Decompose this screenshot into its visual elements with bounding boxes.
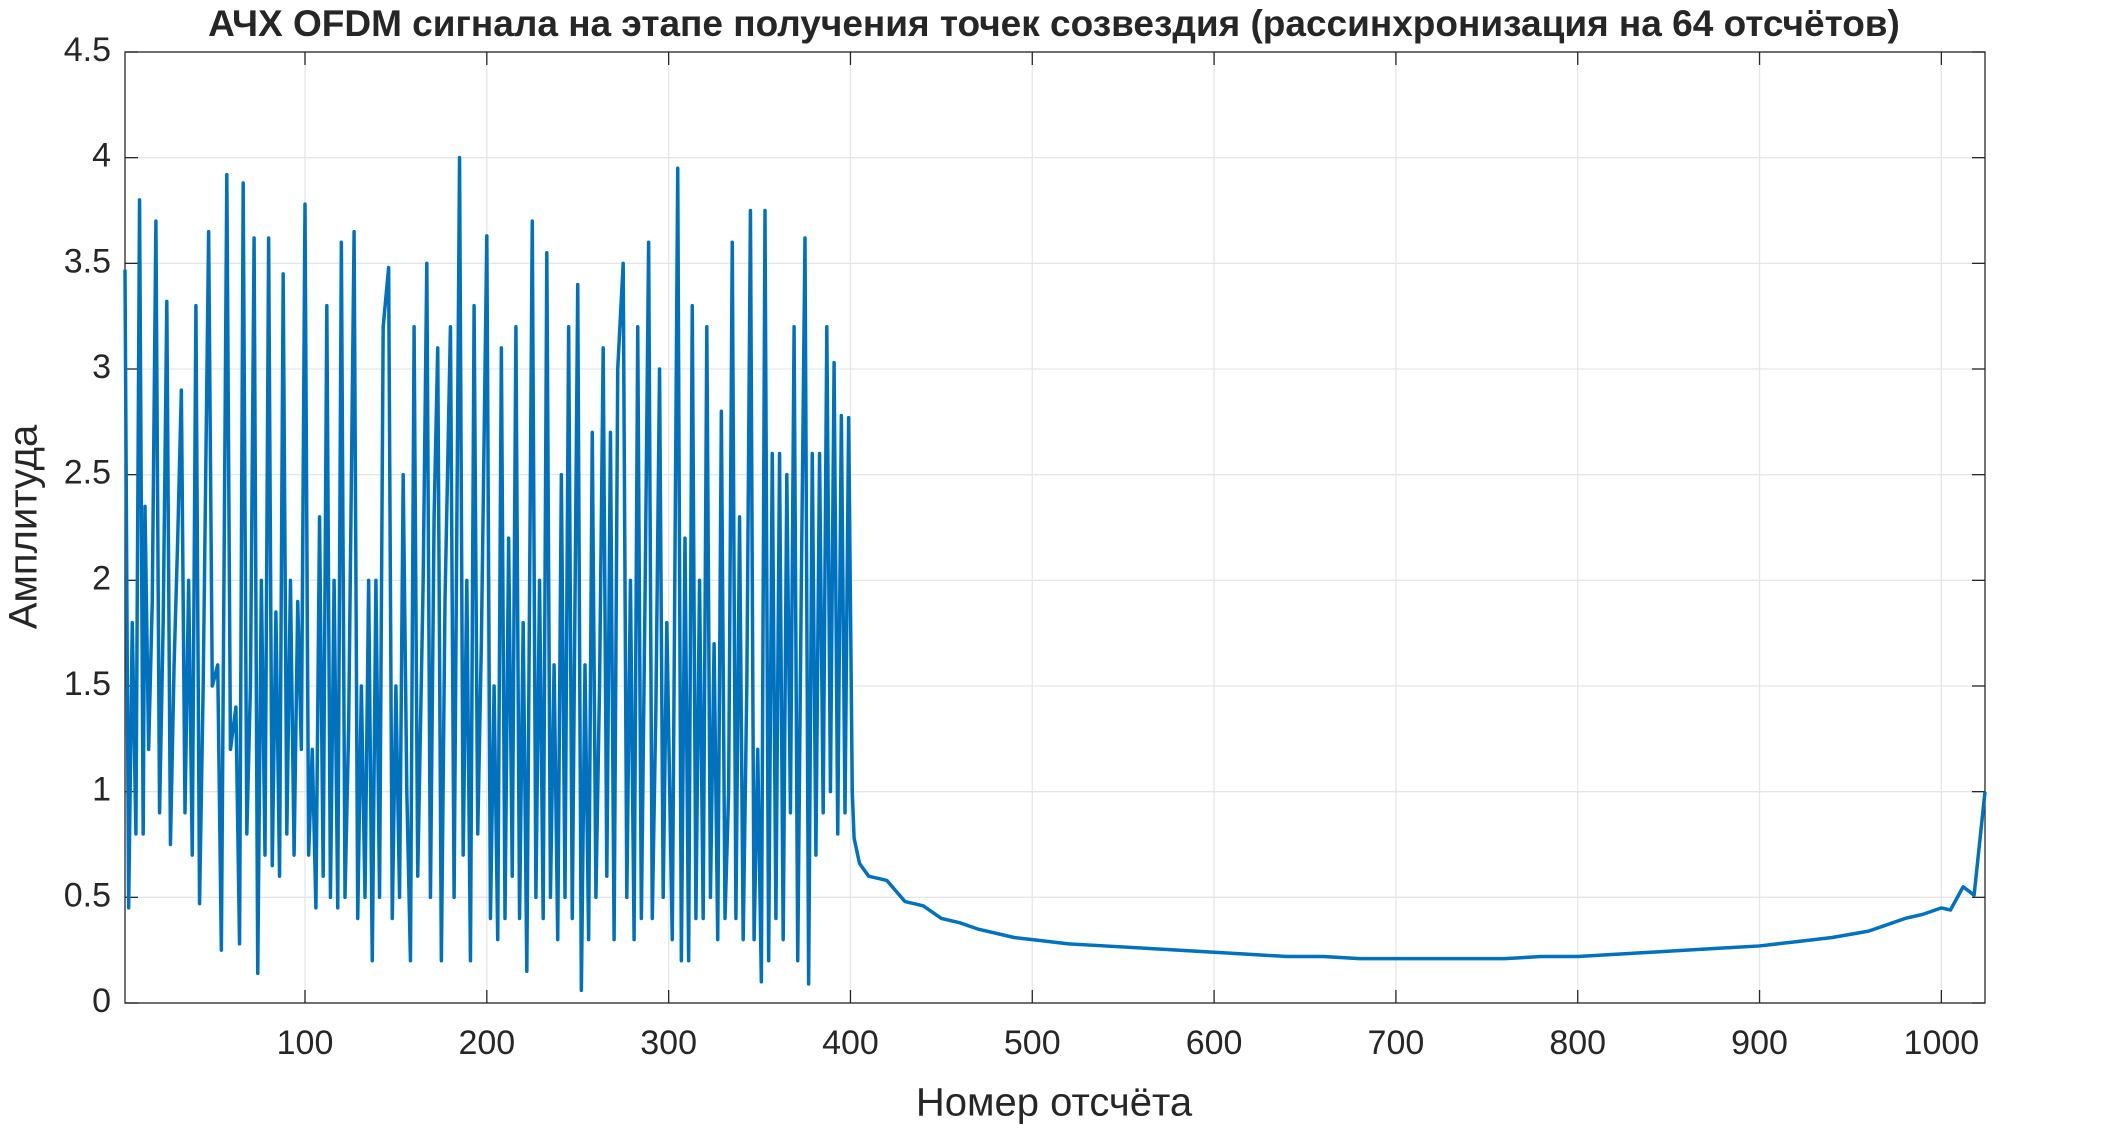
x-tick-label: 900 <box>1731 1024 1788 1062</box>
x-tick-label: 200 <box>458 1024 515 1062</box>
x-tick-label: 400 <box>822 1024 879 1062</box>
chart-title: АЧХ OFDM сигнала на этапе получения точе… <box>208 3 1900 44</box>
x-tick-label: 300 <box>640 1024 697 1062</box>
y-tick-label: 2.5 <box>64 454 111 492</box>
x-tick-label: 800 <box>1549 1024 1606 1062</box>
y-tick-label: 4 <box>92 137 111 175</box>
y-tick-label: 0 <box>92 982 111 1020</box>
x-axis-label: Номер отсчёта <box>916 1081 1193 1125</box>
y-tick-label: 4.5 <box>64 31 111 69</box>
x-tick-label: 100 <box>277 1024 334 1062</box>
y-tick-label: 3.5 <box>64 242 111 280</box>
y-tick-label: 1.5 <box>64 665 111 703</box>
x-tick-label: 500 <box>1004 1024 1061 1062</box>
x-tick-label: 1000 <box>1904 1024 1980 1062</box>
x-tick-label: 700 <box>1368 1024 1425 1062</box>
x-tick-label: 600 <box>1186 1024 1243 1062</box>
y-tick-label: 1 <box>92 771 111 809</box>
y-axis-label: Амплитуда <box>2 424 46 629</box>
data-line <box>123 155 1987 993</box>
y-tick-label: 0.5 <box>64 876 111 914</box>
y-tick-label: 3 <box>92 348 111 386</box>
y-tick-label: 2 <box>92 559 111 597</box>
